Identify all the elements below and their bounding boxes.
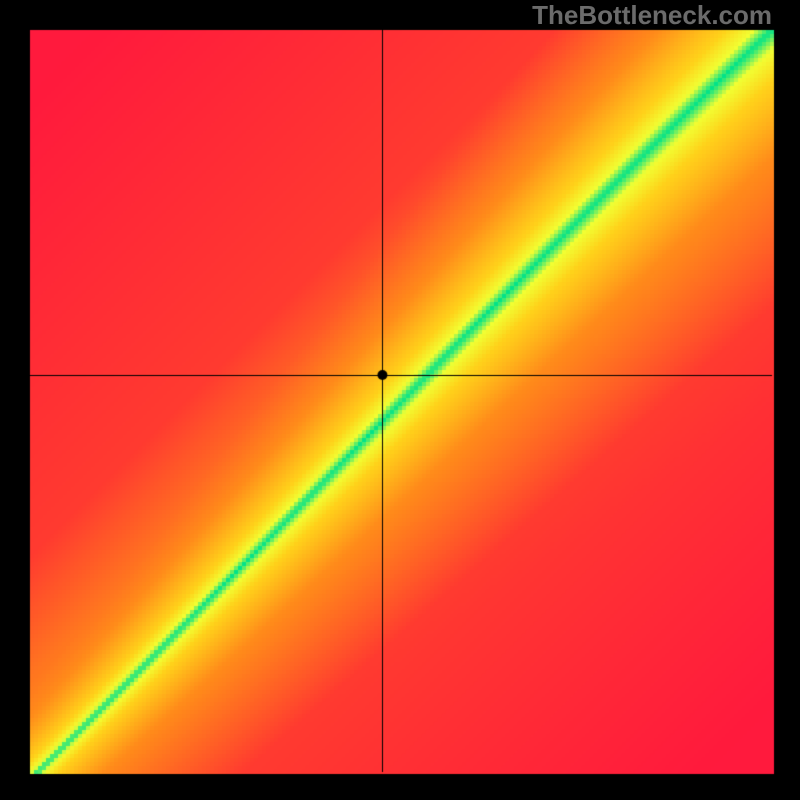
heatmap-canvas xyxy=(0,0,800,800)
watermark-text: TheBottleneck.com xyxy=(532,0,772,31)
chart-container: TheBottleneck.com xyxy=(0,0,800,800)
